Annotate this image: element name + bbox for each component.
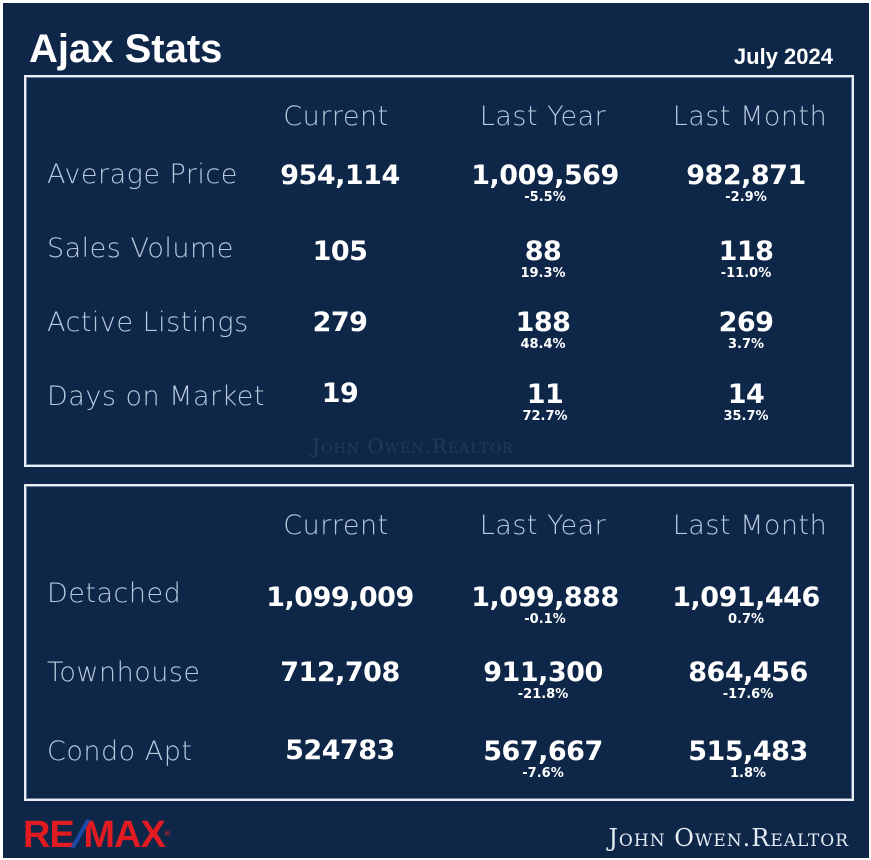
change-percent: 72.7%	[522, 409, 568, 424]
row-label-condo-apt: Condo Apt	[47, 736, 193, 767]
report-date: July 2024	[733, 44, 833, 69]
value: 515,483	[688, 736, 808, 767]
column-header-last-month: Last Month	[672, 101, 828, 132]
value: 954,114	[280, 160, 400, 191]
value: 524783	[285, 735, 395, 766]
realtor-signature: John Owen.Realtor	[608, 824, 849, 852]
value: 105	[312, 236, 368, 267]
value: 864,456	[688, 657, 808, 688]
market-summary-panel: Current Last Year Last Month Average Pri…	[24, 75, 854, 467]
detached-last-month: 1,091,446 0.7%	[636, 583, 856, 627]
row-label-active-listings: Active Listings	[47, 307, 249, 338]
value: 1,099,888	[471, 582, 619, 613]
condo-apt-current: 524783	[230, 736, 450, 766]
value: 11	[526, 379, 564, 410]
sales-volume-current: 105	[230, 237, 450, 267]
change-percent: -2.9%	[725, 190, 767, 205]
value: 88	[524, 236, 562, 267]
column-header-current: Current	[283, 510, 389, 541]
row-label-detached: Detached	[47, 578, 182, 609]
change-percent: 3.7%	[727, 337, 765, 352]
average-price-current: 954,114	[230, 161, 450, 191]
watermark-signature: John Owen.Realtor	[312, 434, 514, 458]
column-header-last-month: Last Month	[672, 510, 828, 541]
page-title: Ajax Stats	[29, 27, 223, 71]
row-label-days-on-market: Days on Market	[47, 381, 265, 412]
change-percent: 19.3%	[520, 266, 566, 281]
stats-card: Ajax Stats July 2024 Current Last Year L…	[3, 3, 869, 858]
change-percent: -11.0%	[720, 266, 772, 281]
townhouse-last-month: 864,456 -17.6%	[638, 658, 858, 702]
change-percent: 1.8%	[729, 766, 767, 781]
change-percent: 0.7%	[727, 612, 765, 627]
value: 712,708	[280, 657, 400, 688]
sales-volume-last-year: 88 19.3%	[433, 237, 653, 281]
average-price-last-month: 982,871 -2.9%	[636, 161, 856, 205]
value: 567,667	[483, 736, 603, 767]
value: 188	[515, 307, 571, 338]
detached-current: 1,099,009	[230, 583, 450, 613]
active-listings-last-month: 269 3.7%	[636, 308, 856, 352]
value: 269	[718, 307, 774, 338]
value: 911,300	[483, 657, 603, 688]
change-percent: -0.1%	[524, 612, 566, 627]
townhouse-last-year: 911,300 -21.8%	[433, 658, 653, 702]
value: 982,871	[686, 160, 806, 191]
active-listings-last-year: 188 48.4%	[433, 308, 653, 352]
value: 118	[718, 236, 774, 267]
column-header-last-year: Last Year	[479, 510, 607, 541]
column-header-last-year: Last Year	[479, 101, 607, 132]
value: 1,099,009	[266, 582, 414, 613]
row-label-average-price: Average Price	[47, 159, 238, 190]
value: 14	[727, 379, 765, 410]
value: 1,009,569	[471, 160, 619, 191]
sales-volume-last-month: 118 -11.0%	[636, 237, 856, 281]
row-label-townhouse: Townhouse	[47, 657, 201, 688]
registered-mark: ®	[164, 831, 170, 838]
townhouse-current: 712,708	[230, 658, 450, 688]
value: 279	[312, 307, 368, 338]
logo-max: MAX	[83, 814, 165, 856]
days-on-market-last-year: 11 72.7%	[435, 380, 655, 424]
change-percent: 48.4%	[520, 337, 566, 352]
days-on-market-current: 19	[230, 379, 450, 409]
detached-last-year: 1,099,888 -0.1%	[435, 583, 655, 627]
remax-logo: RE/MAX®	[23, 814, 170, 856]
column-header-current: Current	[283, 101, 389, 132]
value: 19	[321, 378, 359, 409]
change-percent: -17.6%	[722, 687, 774, 702]
condo-apt-last-year: 567,667 -7.6%	[433, 737, 653, 781]
condo-apt-last-month: 515,483 1.8%	[638, 737, 858, 781]
days-on-market-last-month: 14 35.7%	[636, 380, 856, 424]
logo-re: RE	[23, 814, 75, 856]
change-percent: 35.7%	[723, 409, 769, 424]
property-types-panel: Current Last Year Last Month Detached 1,…	[24, 484, 854, 801]
change-percent: -7.6%	[522, 766, 564, 781]
row-label-sales-volume: Sales Volume	[47, 233, 234, 264]
change-percent: -5.5%	[524, 190, 566, 205]
value: 1,091,446	[672, 582, 820, 613]
change-percent: -21.8%	[517, 687, 569, 702]
average-price-last-year: 1,009,569 -5.5%	[435, 161, 655, 205]
active-listings-current: 279	[230, 308, 450, 338]
